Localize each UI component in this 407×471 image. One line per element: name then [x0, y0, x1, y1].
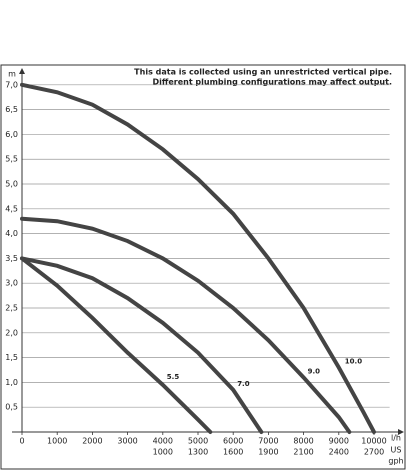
x-axis-arrow — [398, 429, 404, 435]
y-tick-label: 6,5 — [5, 105, 18, 114]
x-tick-label: 2000 — [82, 437, 102, 446]
frame — [0, 64, 406, 470]
x2-tick-label: 2700 — [364, 448, 384, 457]
x-axis-label: l/h — [391, 434, 401, 443]
series-label: 5.5 — [167, 373, 180, 381]
curve — [20, 256, 213, 434]
annotation: This data is collected using an unrestri… — [134, 68, 392, 77]
curve — [20, 216, 352, 434]
x-tick-label: 7000 — [258, 437, 278, 446]
x-tick-label: 0 — [19, 437, 24, 446]
x2-tick-label: 2100 — [293, 448, 313, 457]
y-axis-label: m — [8, 70, 16, 79]
x-tick-label: 8000 — [293, 437, 313, 446]
y-tick-label: 3,5 — [5, 254, 18, 263]
x2-tick-label: 1900 — [258, 448, 278, 457]
curve — [20, 256, 264, 434]
y-tick-label: 7,0 — [5, 80, 18, 89]
curve — [20, 82, 376, 434]
y-tick-label: 2,0 — [5, 328, 18, 337]
series-label: 7.0 — [237, 380, 250, 388]
y-tick-label: 1,0 — [5, 378, 18, 387]
x-tick-label: 6000 — [223, 437, 243, 446]
y-tick-label: 4,0 — [5, 229, 18, 238]
x-tick-label: 1000 — [47, 437, 67, 446]
x2-axis-label: gph — [388, 457, 403, 466]
y-tick-label: 1,5 — [5, 353, 18, 362]
y-tick-label: 5,5 — [5, 155, 18, 164]
x2-tick-label: 2400 — [329, 448, 349, 457]
x2-tick-label: 1300 — [188, 448, 208, 457]
y-tick-label: 0,5 — [5, 403, 18, 412]
y-tick-label: 6,0 — [5, 130, 18, 139]
y-tick-label: 5,0 — [5, 180, 18, 189]
x-tick-label: 10000 — [361, 437, 386, 446]
x2-axis-label: US — [391, 446, 402, 455]
annotation: Different plumbing configurations may af… — [152, 78, 392, 87]
x2-tick-label: 1600 — [223, 448, 243, 457]
x2-tick-label: 1000 — [153, 448, 173, 457]
y-tick-label: 2,5 — [5, 304, 18, 313]
y-tick-label: 3,0 — [5, 279, 18, 288]
x-tick-label: 3000 — [117, 437, 137, 446]
x-tick-label: 4000 — [153, 437, 173, 446]
y-axis-arrow — [19, 68, 25, 74]
x-tick-label: 5000 — [188, 437, 208, 446]
series-label: 9.0 — [308, 367, 321, 375]
x-tick-label: 9000 — [329, 437, 349, 446]
series-label: 10.0 — [345, 358, 362, 366]
y-tick-label: 4,5 — [5, 204, 18, 213]
